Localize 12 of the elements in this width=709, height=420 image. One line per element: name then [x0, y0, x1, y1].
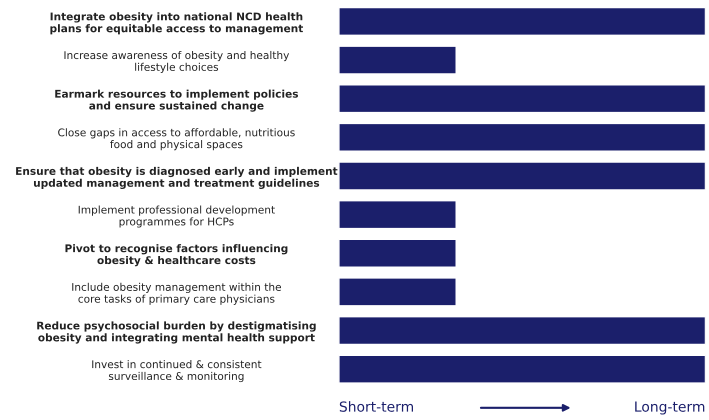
y-tick-label: Implement professional development programmes for HCPs	[78, 206, 275, 228]
y-tick-label: Increase awareness of obesity and healthy lifestyle choices	[64, 50, 290, 73]
y-tick-label: Ensure that obesity is diagnosed early and implement updated management and treatment guidelines	[16, 166, 338, 190]
y-tick-label: Integrate obesity into national NCD health plans for equitable access to management	[50, 12, 304, 34]
y-tick-label: Reduce psychosocial burden by destigmatising obesity and integrating mental health support	[37, 321, 316, 344]
y-tick-label: Earmark resources to implement policies and ensure sustained change	[55, 90, 298, 112]
y-tick-label: Invest in continued & consistent surveillance & monitoring	[92, 360, 262, 382]
y-tick-label: Include obesity management within the core tasks of primary care physicians	[72, 282, 282, 305]
text: Long-term	[635, 402, 704, 415]
text: Short-term	[340, 401, 413, 412]
y-tick-label: Pivot to recognise factors influencing obesity & healthcare costs	[65, 244, 288, 266]
y-tick-label: Close gaps in access to affordable, nutritious food and physical spaces	[58, 128, 295, 150]
